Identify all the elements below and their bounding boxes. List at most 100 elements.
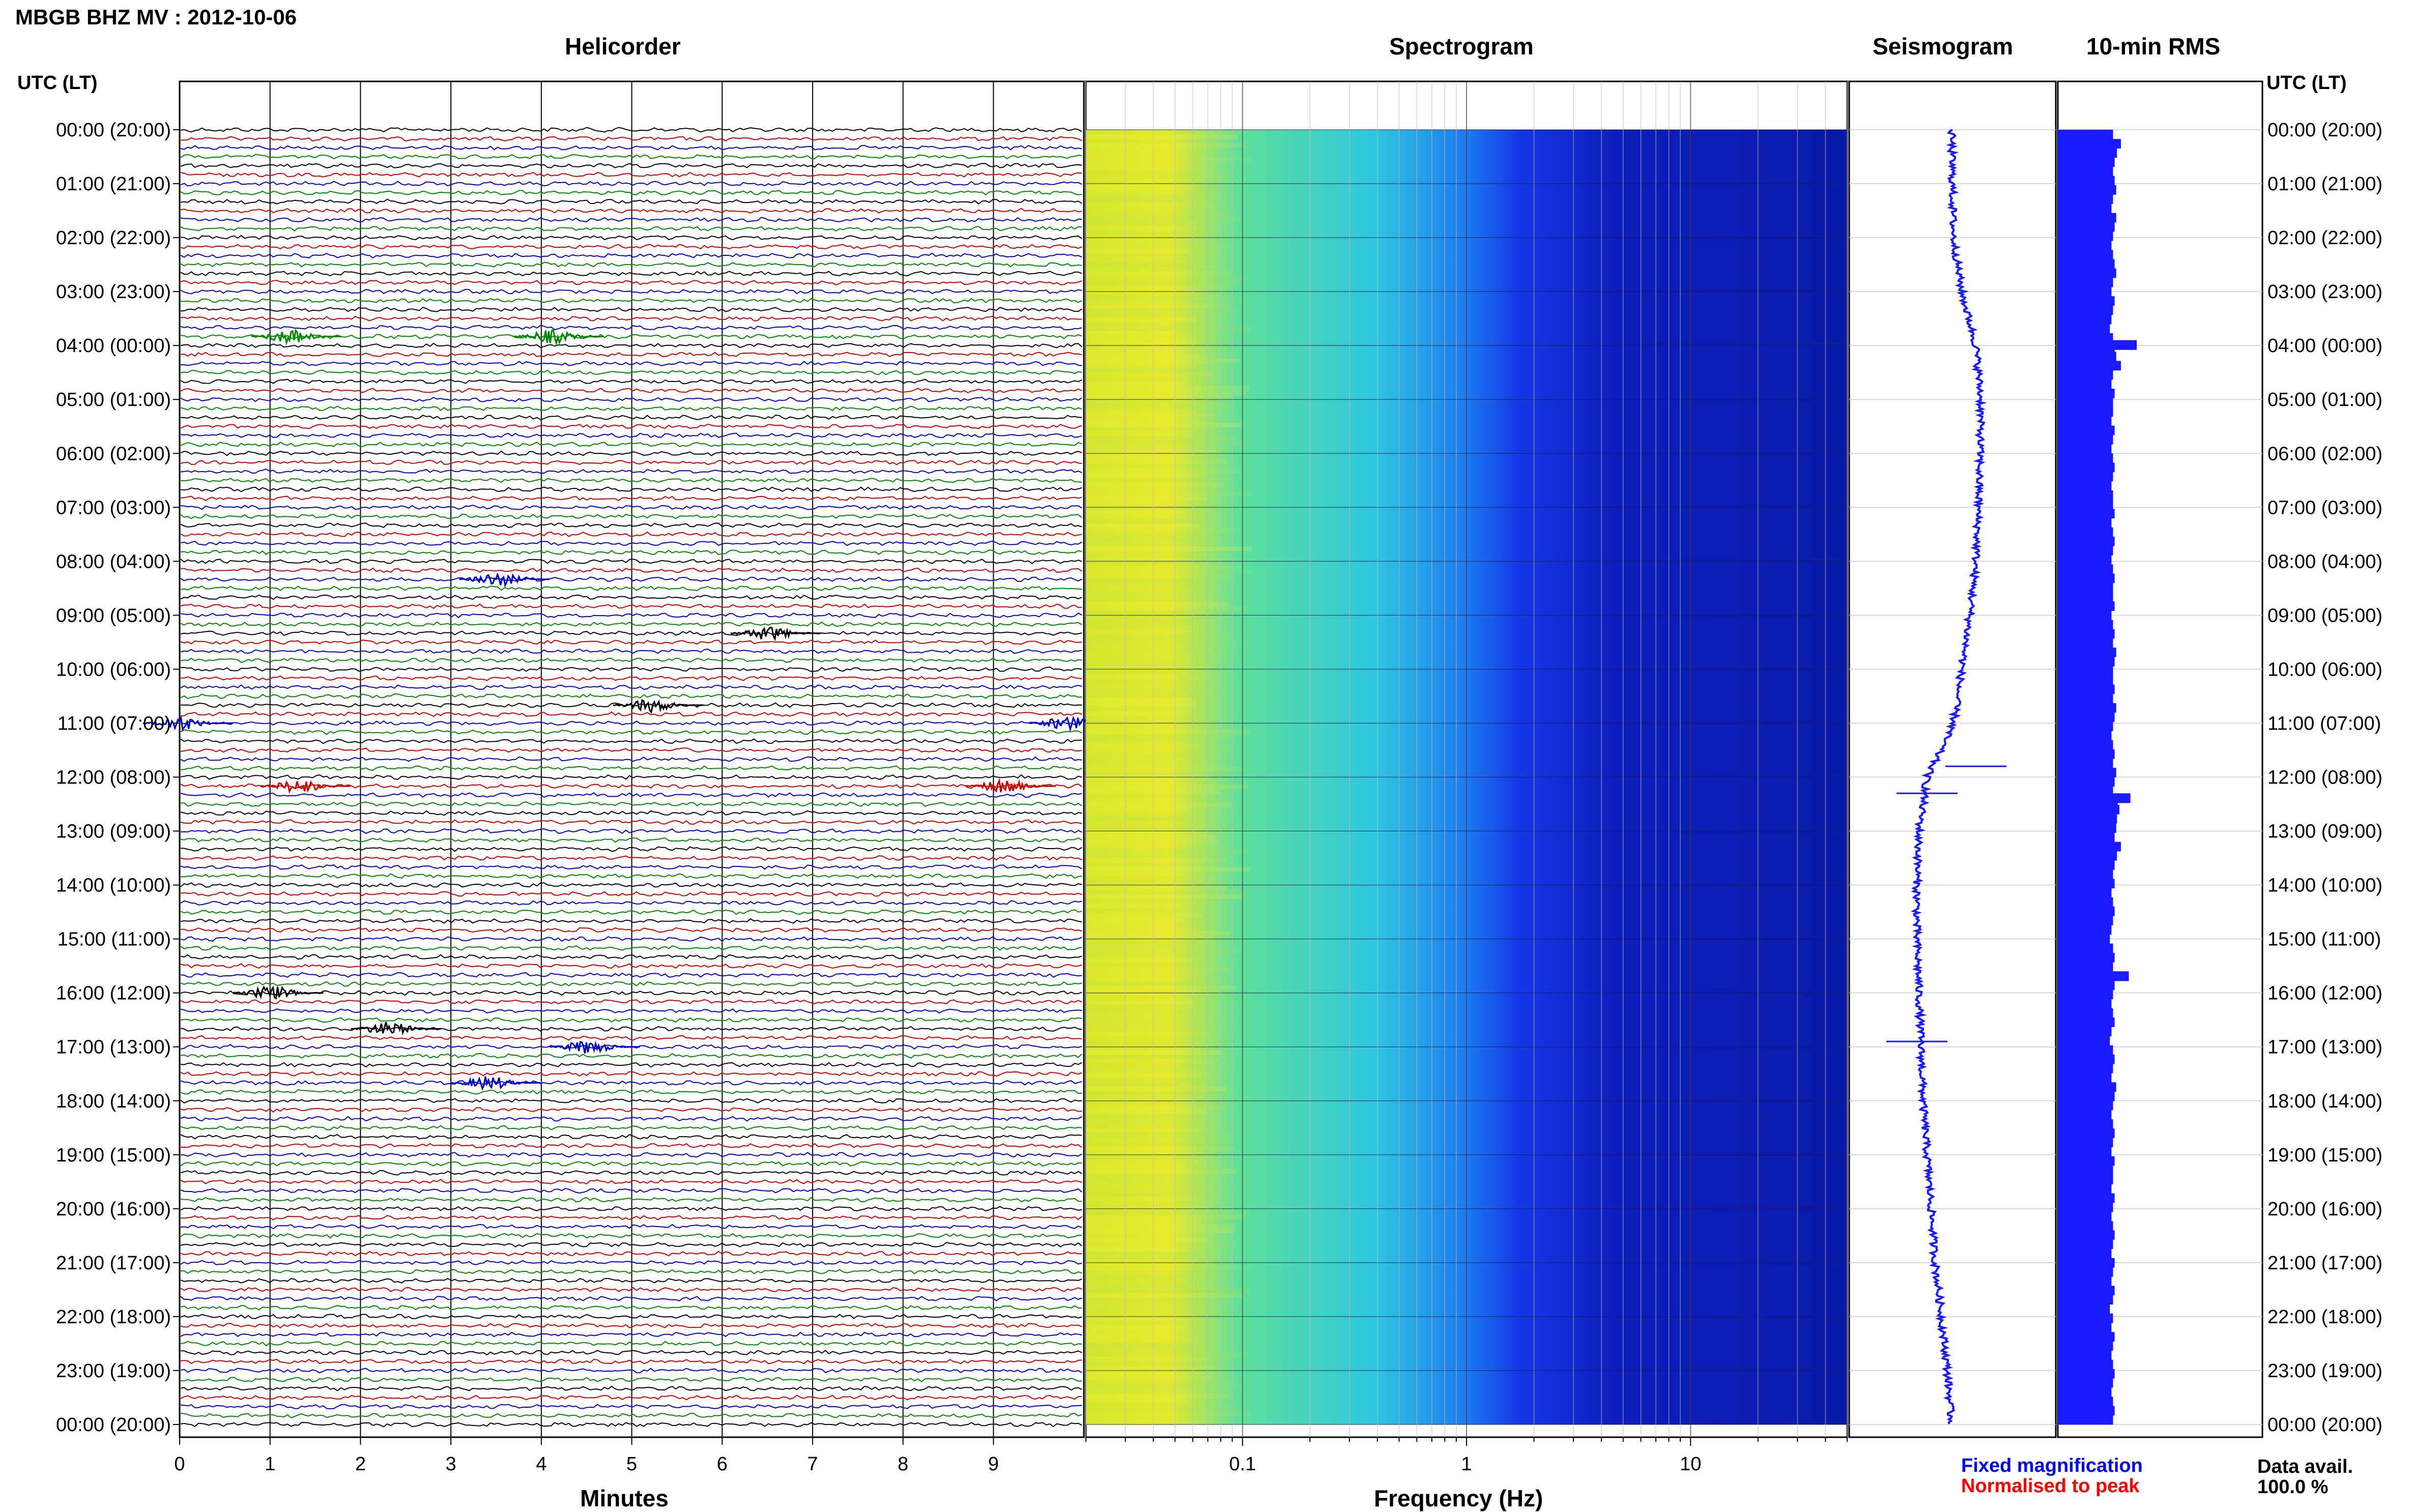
spectrogram-band <box>1086 949 1242 954</box>
spectrogram-band <box>1086 1055 1193 1059</box>
rms-bar <box>2058 407 2113 417</box>
helicorder-trace <box>181 361 1082 366</box>
rms-bar <box>2058 851 2117 861</box>
spectrogram-band <box>1086 1215 1245 1219</box>
rms-bar <box>2058 453 2113 463</box>
spectrogram-band <box>1086 317 1197 322</box>
spectrogram-band <box>1086 322 1209 327</box>
spectrogram-band <box>1086 1325 1186 1329</box>
spectrogram-band <box>1086 263 1206 267</box>
spectrogram-band <box>1086 542 1207 546</box>
spectrogram-band <box>1086 675 1215 679</box>
spectrogram-band <box>1086 1329 1193 1334</box>
hour-label-right: 08:00 (04:00) <box>2267 551 2382 572</box>
spectrogram-band <box>1086 514 1211 519</box>
helicorder-trace <box>180 954 1082 960</box>
helicorder-trace <box>180 208 1082 214</box>
spectrogram-band <box>1086 643 1249 647</box>
helicorder-event <box>513 329 604 346</box>
spectrogram-band <box>1086 427 1189 432</box>
spectrogram-band <box>1086 762 1182 766</box>
hour-label-left: 08:00 (04:00) <box>56 551 171 572</box>
helicorder-trace <box>180 496 1082 502</box>
helicorder-trace <box>180 1287 1082 1293</box>
spectrogram-band <box>1086 1032 1210 1036</box>
rms-bar <box>2058 879 2115 889</box>
spectrogram-band <box>1086 1297 1228 1302</box>
spectrogram-band <box>1086 1045 1183 1050</box>
helicorder-event <box>233 985 324 1000</box>
spectrogram-band <box>1086 1375 1211 1380</box>
helicorder-trace <box>180 1331 1082 1337</box>
rms-bar <box>2058 555 2112 565</box>
spectrogram-band <box>1086 331 1181 336</box>
helicorder-trace <box>180 136 1082 142</box>
spectrogram-band <box>1086 894 1242 899</box>
spectrogram-band <box>1086 327 1252 331</box>
hour-label-right: 15:00 (11:00) <box>2267 929 2381 950</box>
spectrogram-band <box>1086 954 1200 958</box>
spectrogram-band <box>1086 1073 1210 1078</box>
helicorder-trace <box>180 882 1082 888</box>
rms-bar <box>2058 1341 2113 1351</box>
rms-bar <box>2058 1221 2113 1231</box>
rms-bar <box>2058 620 2113 630</box>
rms-bar <box>2058 638 2113 648</box>
spectrogram-band <box>1086 1192 1184 1197</box>
helicorder-trace <box>180 1412 1082 1418</box>
spectrogram-band <box>1086 176 1247 180</box>
helicorder-trace <box>180 432 1082 439</box>
spectrogram-band <box>1086 620 1193 624</box>
rms-bar <box>2058 1276 2112 1286</box>
spectrogram-tick-label: 1 <box>1461 1453 1472 1475</box>
helicorder-trace <box>180 1314 1082 1320</box>
helicorder-trace <box>180 747 1082 753</box>
spectrogram-band <box>1086 1357 1211 1361</box>
helicorder-trace <box>180 1358 1082 1364</box>
spectrogram-band <box>1086 1114 1207 1119</box>
helicorder-trace <box>180 981 1082 987</box>
spectrogram-band <box>1086 652 1185 656</box>
utc-label-right: UTC (LT) <box>2266 72 2347 94</box>
rms-bar <box>2058 1369 2115 1379</box>
helicorder-trace <box>180 342 1082 348</box>
rms-bar <box>2058 434 2113 445</box>
spectrogram-band <box>1086 1036 1229 1041</box>
spectrogram-band <box>1086 203 1218 208</box>
helicorder-trace <box>180 1296 1082 1302</box>
helicorder-trace <box>180 1215 1082 1220</box>
helicorder-trace <box>180 801 1082 807</box>
rms-bar <box>2058 314 2112 325</box>
spectrogram-band <box>1086 1151 1197 1155</box>
spectrogram-band <box>1086 766 1242 771</box>
spectrogram-band <box>1086 1393 1228 1398</box>
helicorder-event <box>550 1040 640 1054</box>
spectrogram-band <box>1086 725 1204 730</box>
hour-label-right: 13:00 (09:00) <box>2267 821 2382 842</box>
rms-bar <box>2058 1193 2115 1203</box>
rms-bar <box>2058 805 2119 815</box>
spectrogram-band <box>1086 491 1252 496</box>
rms-bar <box>2058 573 2115 584</box>
spectrogram-band <box>1086 1178 1206 1183</box>
helicorder-trace <box>180 1098 1082 1104</box>
rms-bar <box>2058 425 2115 435</box>
hour-label-right: 10:00 (06:00) <box>2267 659 2382 680</box>
helicorder-trace <box>180 1277 1082 1284</box>
spectrogram-band <box>1086 899 1191 904</box>
helicorder-event <box>142 715 233 732</box>
rms-bar <box>2058 148 2117 158</box>
helicorder-trace <box>180 1152 1082 1158</box>
spectrogram-band <box>1086 382 1185 386</box>
helicorder-trace <box>180 271 1082 277</box>
helicorder-trace <box>180 819 1082 825</box>
spectrogram-band <box>1086 597 1220 601</box>
rms-bar <box>2058 176 2115 186</box>
rms-bar <box>2058 166 2113 177</box>
spectrogram-band <box>1086 890 1247 894</box>
rms-bar <box>2058 130 2113 139</box>
spectrogram-band <box>1086 922 1178 926</box>
spectrogram-band <box>1086 1252 1211 1256</box>
helicorder-trace <box>180 972 1082 978</box>
rms-bar <box>2058 793 2131 803</box>
